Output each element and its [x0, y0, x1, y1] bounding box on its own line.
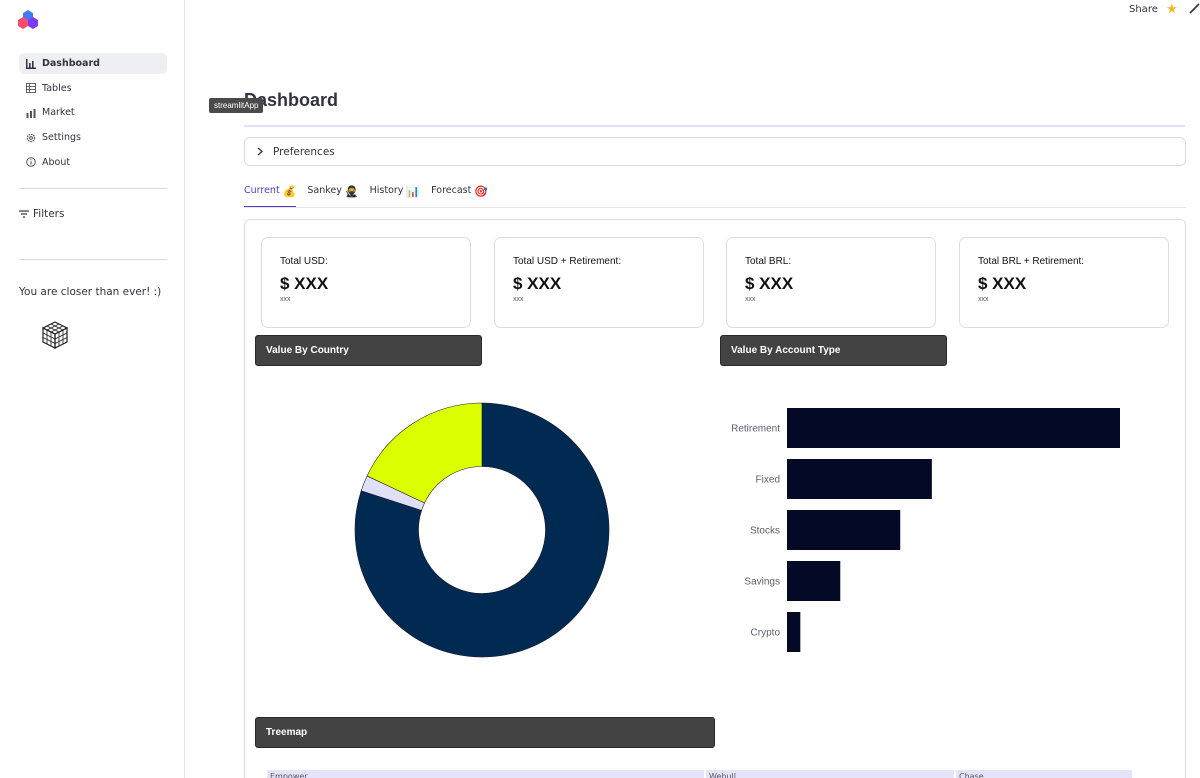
treemap-tile[interactable]: Chase: [956, 770, 1132, 778]
chevron-right-icon: [257, 147, 263, 156]
table-icon: [25, 83, 36, 94]
tab-history[interactable]: History 📊: [370, 183, 421, 208]
bar-category-label: Fixed: [756, 475, 780, 486]
target-icon: 🎯: [474, 185, 489, 198]
metric-label: Total BRL:: [745, 256, 792, 267]
treemap-tile[interactable]: Empower: [267, 770, 704, 778]
section-header-account-type: Value By Account Type: [720, 335, 947, 366]
gear-icon: [25, 132, 36, 143]
bar-chart-icon: [25, 58, 36, 69]
bar-category-label: Crypto: [751, 628, 781, 639]
bar-category-label: Savings: [744, 577, 780, 588]
metric-value: $ XXX: [280, 274, 329, 293]
tab-current[interactable]: Current 💰: [244, 183, 297, 208]
metric-label: Total USD:: [280, 256, 328, 267]
metric-delta: xxx: [745, 296, 756, 303]
sidebar-item-market[interactable]: Market: [19, 102, 167, 123]
metric-value: $ XXX: [978, 274, 1027, 293]
bar[interactable]: [787, 561, 841, 601]
metric-delta: xxx: [513, 296, 524, 303]
tab-label: Sankey: [307, 185, 342, 196]
sidebar-item-settings[interactable]: Settings: [19, 127, 167, 148]
filters-label: Filters: [33, 208, 65, 220]
metric-delta: xxx: [280, 296, 291, 303]
share-button[interactable]: Share: [1129, 4, 1158, 15]
metric-value: $ XXX: [745, 274, 794, 293]
page-title: Dashboard: [244, 90, 339, 110]
tabs-divider: [244, 207, 1186, 208]
sidebar-divider: [19, 259, 167, 260]
sidebar-item-label: Settings: [42, 132, 81, 144]
bar-chart-emoji-icon: 📊: [406, 185, 421, 198]
bar-category-label: Stocks: [750, 526, 780, 537]
title-divider: [244, 125, 1185, 127]
sidebar-item-label: Tables: [42, 82, 72, 94]
section-header-country: Value By Country: [255, 335, 482, 366]
sidebar-nav: Dashboard Tables Market Settings: [19, 53, 167, 176]
sidebar-item-label: Dashboard: [42, 58, 100, 69]
sidebar-item-tables[interactable]: Tables: [19, 78, 167, 99]
sidebar-divider: [19, 188, 167, 189]
metric-card: Total USD: $ XXX xxx: [261, 237, 471, 328]
sidebar-item-label: About: [42, 156, 71, 168]
chart-icon: [25, 107, 36, 118]
account-type-bar-chart[interactable]: Retirement Fixed Stocks Savings Crypto: [720, 400, 1140, 660]
info-icon: [25, 157, 36, 168]
filter-icon: [19, 210, 29, 218]
bar-category-label: Retirement: [731, 424, 780, 435]
bar[interactable]: [787, 408, 1120, 448]
country-donut-chart[interactable]: [352, 400, 612, 660]
treemap-tile[interactable]: Webull: [706, 770, 954, 778]
metric-label: Total BRL + Retirement:: [978, 256, 1085, 267]
tab-label: Forecast: [431, 185, 472, 196]
tooltip: streamlitApp: [209, 98, 264, 113]
metric-value: $ XXX: [513, 274, 562, 293]
bar[interactable]: [787, 612, 801, 652]
metric-card: Total BRL + Retirement: $ XXX xxx: [959, 237, 1169, 328]
donut-slice[interactable]: [366, 402, 483, 504]
sidebar-item-about[interactable]: About: [19, 152, 167, 173]
edit-icon[interactable]: [1188, 3, 1200, 15]
metric-label: Total USD + Retirement:: [513, 256, 622, 267]
bar[interactable]: [787, 510, 901, 550]
metric-delta: xxx: [978, 296, 989, 303]
motto-text: You are closer than ever! :): [19, 286, 162, 298]
app-logo-icon[interactable]: [18, 9, 38, 29]
tab-bar: Current 💰 Sankey 🥷 History 📊 Forecast 🎯: [244, 183, 499, 208]
money-bag-icon: 💰: [282, 185, 297, 198]
sidebar: Dashboard Tables Market Settings: [0, 0, 185, 778]
tab-label: History: [369, 185, 404, 196]
tab-panel-current: [244, 219, 1186, 778]
tab-sankey[interactable]: Sankey 🥷: [307, 183, 358, 208]
sidebar-item-dashboard[interactable]: Dashboard: [19, 53, 167, 74]
metric-card: Total USD + Retirement: $ XXX xxx: [494, 237, 704, 328]
bar[interactable]: [787, 459, 932, 499]
tab-forecast[interactable]: Forecast 🎯: [431, 183, 488, 208]
metric-card: Total BRL: $ XXX xxx: [726, 237, 936, 328]
preferences-expander[interactable]: Preferences: [244, 137, 1186, 166]
cube-icon: [41, 321, 69, 349]
tab-label: Current: [244, 185, 280, 196]
donut-slice[interactable]: [354, 402, 610, 658]
sidebar-item-label: Market: [42, 107, 75, 119]
filters-header: Filters: [19, 208, 64, 220]
expander-label: Preferences: [273, 145, 335, 158]
ninja-icon: 🥷: [344, 185, 359, 198]
section-header-treemap: Treemap: [255, 717, 715, 748]
star-icon[interactable]: ★: [1166, 2, 1178, 17]
